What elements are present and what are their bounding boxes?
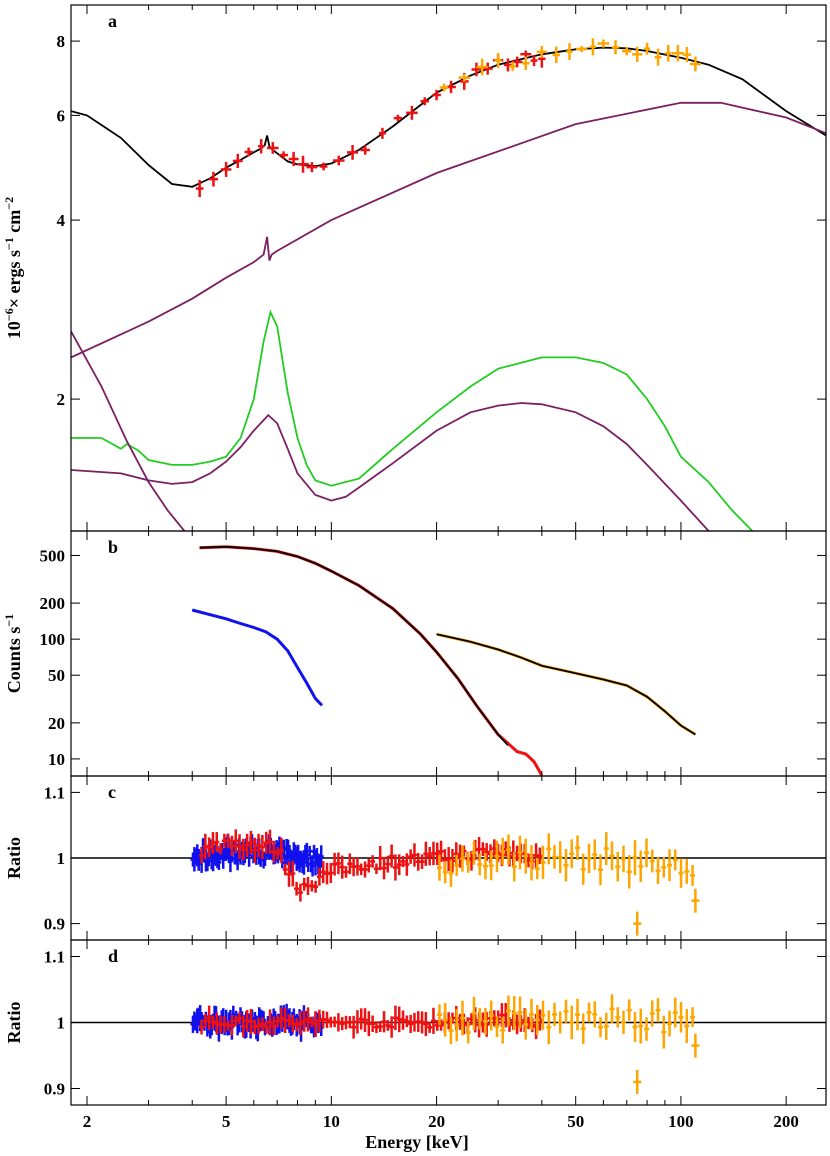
y-tick-label: 0.9 — [44, 915, 65, 934]
series-component-line — [71, 101, 826, 359]
plot-area-a — [71, 38, 826, 531]
y-tick-label: 50 — [48, 666, 65, 685]
x-axis-label: Energy [keV] — [365, 1132, 468, 1152]
panel-label: b — [108, 537, 118, 557]
y-tick-label: 1.1 — [44, 783, 65, 802]
x-tick-label: 2 — [83, 1112, 92, 1131]
y-label-superscript: −1 — [2, 614, 16, 627]
x-tick-label: 20 — [428, 1112, 445, 1131]
y-tick-label: 1 — [57, 1014, 66, 1033]
x-tick-label: 5 — [222, 1112, 231, 1131]
y-tick-label: 20 — [48, 714, 65, 733]
panel-b: 10 20 50 100 200 500 b Counts s−1 — [2, 530, 827, 777]
y-label-text: Counts s — [4, 627, 24, 694]
y-tick-label: 200 — [40, 594, 66, 613]
y-axis-label: Counts s−1 — [2, 614, 24, 693]
y-label-text: 10 — [4, 321, 24, 339]
series-total-line — [71, 46, 826, 188]
y-axis-label: 10−6× ergs s−1 cm−2 — [2, 197, 24, 339]
series-total-line — [199, 545, 509, 746]
series-component-line — [71, 402, 710, 531]
series-total-line — [436, 633, 696, 736]
series-green-line — [71, 309, 754, 531]
y-tick-label: 0.9 — [44, 1080, 65, 1099]
x-tick-label: 100 — [668, 1112, 694, 1131]
y-tick-label: 1 — [57, 849, 66, 868]
plot-area-c — [71, 829, 826, 936]
series-orange-line — [436, 632, 697, 736]
y-label-superscript: −6 — [2, 308, 16, 321]
y-tick-label: 500 — [40, 546, 66, 565]
x-tick-label: 10 — [323, 1112, 340, 1131]
y-tick-label: 100 — [40, 630, 66, 649]
y-label-superscript: −2 — [2, 197, 16, 210]
panel-label: d — [108, 946, 118, 966]
plot-area-d — [71, 994, 826, 1094]
y-label-text: cm — [4, 210, 24, 237]
panel-label: c — [108, 782, 116, 802]
y-label-text: × ergs s — [4, 250, 24, 308]
y-tick-label: 4 — [57, 211, 66, 230]
y-label-superscript: −1 — [2, 237, 16, 250]
x-tick-labels: 2 5 10 20 50 100 200 — [83, 1112, 799, 1131]
panel-label: a — [108, 11, 117, 31]
y-tick-label: 10 — [48, 750, 65, 769]
x-tick-label: 50 — [567, 1112, 584, 1131]
panel-a: 2 4 6 8 a 10−6× ergs s−1 cm−2 — [2, 4, 827, 532]
plot-area-b — [191, 545, 697, 776]
panel-d: 0.9 1 1.1 d Ratio — [4, 939, 827, 1106]
panel-frame — [70, 4, 827, 532]
panel-c: 0.9 1 1.1 c Ratio — [4, 775, 827, 941]
y-tick-label: 8 — [57, 32, 66, 51]
panel-frame — [70, 530, 827, 777]
y-axis-label: Ratio — [4, 837, 24, 879]
x-tick-label: 200 — [773, 1112, 799, 1131]
y-axis-label: Ratio — [4, 1002, 24, 1044]
y-tick-label: 6 — [57, 106, 66, 125]
series-blue-line — [191, 608, 324, 707]
series-component-line — [71, 330, 186, 531]
y-tick-label: 1.1 — [44, 948, 65, 967]
y-tick-label: 2 — [57, 390, 66, 409]
series-red-line — [199, 545, 544, 776]
